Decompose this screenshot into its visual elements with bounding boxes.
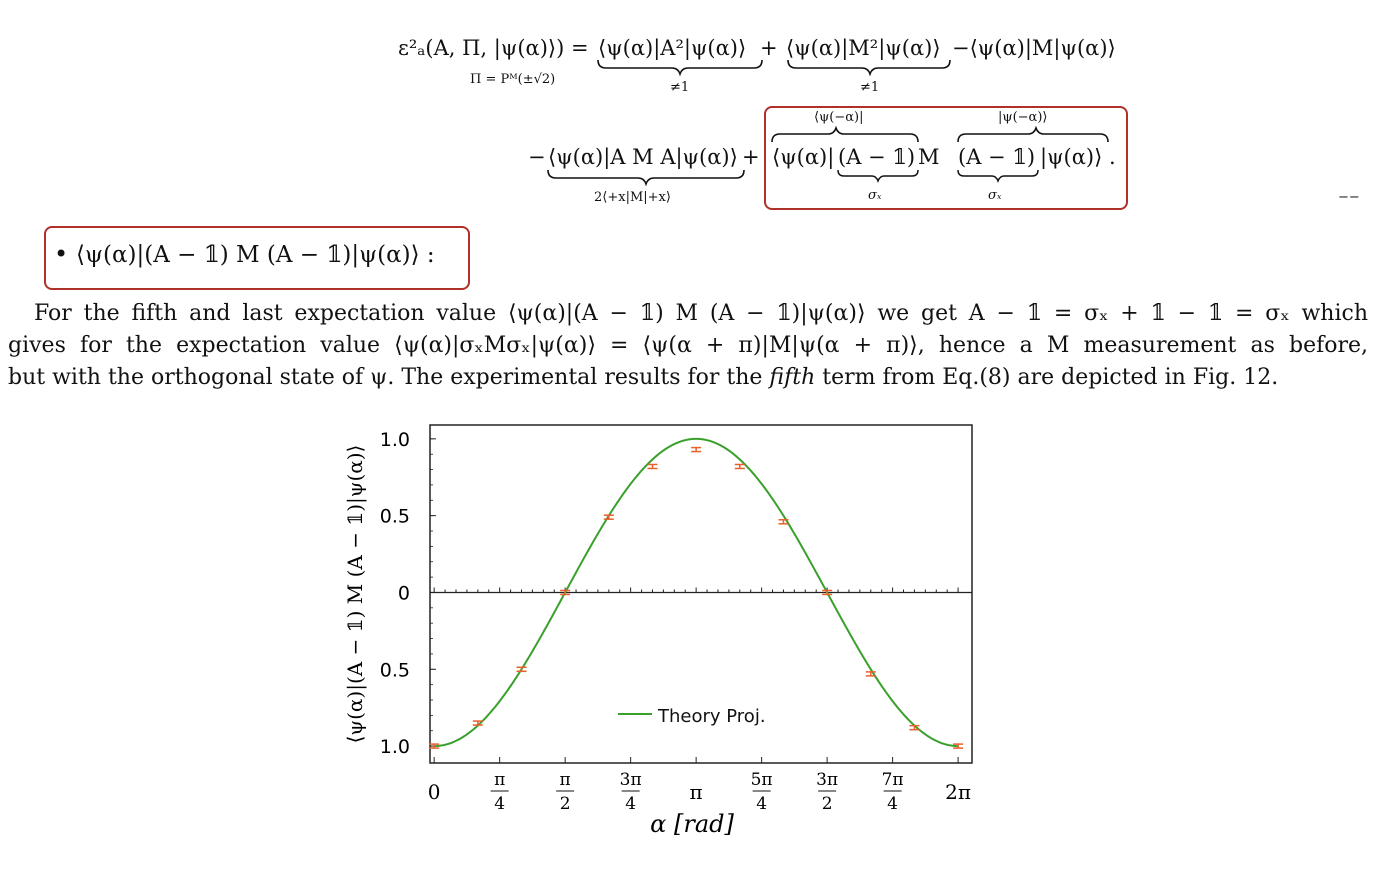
- data-point: [429, 743, 440, 749]
- eq-line2-minus: −: [528, 145, 546, 169]
- x-tick-label-den: 2: [822, 794, 833, 814]
- data-point: [734, 463, 745, 470]
- eq-term-ama: ⟨ψ(α)|A M A|ψ(α)⟩: [548, 145, 738, 169]
- x-tick-label-num: π: [494, 770, 505, 790]
- eq-term-m2: ⟨ψ(α)|M²|ψ(α)⟩: [786, 36, 941, 60]
- data-point: [953, 743, 964, 749]
- underbrace-label-2: ≠1: [860, 80, 880, 95]
- plot-frame: [429, 424, 973, 764]
- eq-term-m: −⟨ψ(α)|M|ψ(α)⟩: [952, 36, 1116, 60]
- x-tick-label-den: 4: [756, 794, 767, 814]
- data-point: [909, 724, 920, 731]
- underbrace-label-1: ≠1: [670, 80, 690, 95]
- data-point: [472, 720, 483, 726]
- eq-bra: ⟨ψ(α)|: [772, 145, 835, 169]
- margin-dashes: −−: [1338, 190, 1360, 205]
- paragraph-line-3b: term from Eq.(8) are depicted in Fig. 12…: [815, 365, 1279, 390]
- data-point: [778, 519, 789, 525]
- x-tick-label-num: 7π: [882, 770, 904, 790]
- eq-underbraces-1: [597, 59, 951, 77]
- x-axis-label: α [rad]: [650, 810, 734, 838]
- overbrace-label-right: |ψ(−α)⟩: [998, 110, 1048, 125]
- x-tick-label-num: π: [560, 770, 571, 790]
- eq-op2: (A − 𝟙): [958, 145, 1036, 169]
- body-paragraph: For the fifth and last expectation value…: [8, 298, 1368, 394]
- y-tick-label: 0.5: [380, 659, 410, 681]
- x-tick-label: 0: [428, 780, 441, 804]
- x-tick-label: π: [690, 780, 703, 804]
- x-tick-label: 2π: [945, 780, 971, 804]
- data-points-layer: [429, 446, 964, 749]
- overbrace-label-left: ⟨ψ(−α)|: [814, 110, 864, 125]
- eq-overbraces: [771, 126, 1109, 143]
- y-tick-label: 1.0: [380, 736, 410, 758]
- y-tick-label: 0: [398, 582, 410, 604]
- paragraph-line-1: For the fifth and last expectation value…: [34, 301, 1368, 326]
- eq-m: M: [918, 145, 940, 169]
- eq-plus: +: [760, 36, 778, 60]
- x-tick-label-den: 4: [494, 794, 505, 814]
- paragraph-line-3: but with the orthogonal state of ψ. The …: [8, 362, 1368, 394]
- eq-op1: (A − 𝟙): [838, 145, 916, 169]
- y-tick-label: 1.0: [380, 429, 410, 451]
- legend-label: Theory Proj.: [657, 706, 766, 727]
- data-point: [647, 463, 658, 470]
- eq-line2-plus: +: [742, 145, 760, 169]
- data-point: [691, 446, 702, 453]
- highlight-box-bullet: [44, 226, 470, 290]
- y-axis-label: ⟨ψ(α)|(A − 𝟙) M (A − 𝟙)|ψ(α)⟩: [343, 445, 368, 744]
- data-point: [560, 589, 571, 596]
- eq-ket: |ψ(α)⟩ .: [1040, 145, 1116, 169]
- underbrace-label-ama: 2⟨+x|M|+x⟩: [594, 190, 671, 205]
- sigma-label-1: σₓ: [868, 188, 882, 203]
- data-point: [603, 514, 614, 520]
- paragraph-line-2: gives for the expectation value ⟨ψ(α)|σₓ…: [8, 333, 1368, 358]
- x-tick-label-den: 4: [625, 794, 636, 814]
- data-point: [822, 589, 833, 596]
- sigma-label-2: σₓ: [988, 188, 1002, 203]
- paragraph-line-3a: but with the orthogonal state of ψ. The …: [8, 365, 770, 390]
- bullet-marker: •: [54, 240, 69, 268]
- x-tick-label-num: 5π: [751, 770, 773, 790]
- x-tick-label-num: 3π: [620, 770, 642, 790]
- eq-lhs: ε²ₐ(A, Π, |ψ(α)⟩) =: [398, 36, 589, 60]
- x-tick-label-num: 3π: [816, 770, 838, 790]
- data-point: [865, 671, 876, 677]
- y-tick-label: 0.5: [380, 506, 410, 528]
- data-point: [516, 666, 527, 673]
- bullet-heading: ⟨ψ(α)|(A − 𝟙) M (A − 𝟙)|ψ(α)⟩ :: [76, 242, 435, 268]
- eq-underbraces-sigma: [837, 169, 1039, 184]
- axis-layer: [430, 438, 972, 763]
- tick-labels-layer: 0 π 4 π 2 3π 4 π 5π 4 3π 2 7π 4 2π 1.0 0.5 0 0.5 1.0: [380, 429, 971, 814]
- eq-lhs-sub: Π = Pᴹ(±√2): [470, 72, 556, 87]
- eq-underbrace-ama: [547, 169, 745, 187]
- eq-term-a2: ⟨ψ(α)|A²|ψ(α)⟩: [598, 36, 747, 60]
- x-tick-label-den: 4: [887, 794, 898, 814]
- paragraph-emphasis: fifth: [769, 365, 816, 390]
- x-tick-label-den: 2: [560, 794, 571, 814]
- highlight-box-equation: [764, 106, 1128, 210]
